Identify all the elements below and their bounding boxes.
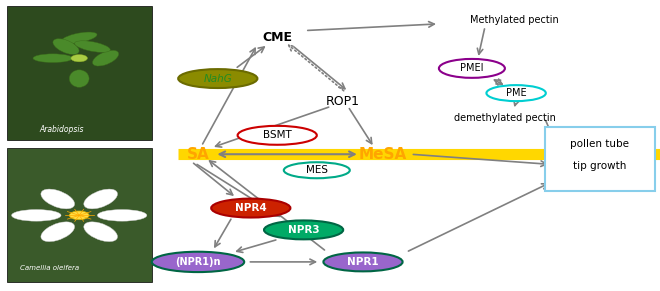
Ellipse shape [439,59,505,78]
Text: pollen tube: pollen tube [570,139,630,149]
Text: Arabidopsis: Arabidopsis [40,125,84,134]
Text: Methylated pectin: Methylated pectin [471,15,559,25]
Ellipse shape [211,199,290,218]
Ellipse shape [69,211,89,220]
Ellipse shape [84,222,117,242]
Text: (NPR1)n: (NPR1)n [176,257,220,267]
Ellipse shape [71,55,87,62]
Ellipse shape [41,222,75,242]
Ellipse shape [178,69,257,88]
Text: Camellia oleifera: Camellia oleifera [20,265,79,271]
Ellipse shape [92,50,119,66]
Text: demethylated pectin: demethylated pectin [454,113,556,123]
Ellipse shape [98,210,147,221]
Text: MES: MES [306,165,328,175]
Ellipse shape [152,252,244,272]
Ellipse shape [84,189,117,209]
Ellipse shape [41,189,75,209]
Ellipse shape [75,41,110,52]
Ellipse shape [486,85,546,101]
Ellipse shape [284,162,350,178]
Ellipse shape [264,221,343,239]
FancyBboxPatch shape [7,148,152,282]
Text: tip growth: tip growth [574,162,626,171]
Text: SA: SA [187,147,209,162]
Text: MeSA: MeSA [358,147,407,162]
Text: NPR4: NPR4 [235,203,267,213]
Ellipse shape [61,32,97,44]
Ellipse shape [238,126,317,145]
Ellipse shape [69,70,89,87]
Ellipse shape [33,54,73,63]
FancyBboxPatch shape [544,127,655,191]
Text: PME: PME [506,88,527,98]
Text: CME: CME [262,31,292,44]
Ellipse shape [323,252,403,271]
Text: BSMT: BSMT [263,130,292,140]
Ellipse shape [53,39,79,54]
Text: ROP1: ROP1 [326,95,360,108]
Text: NPR3: NPR3 [288,225,319,235]
Ellipse shape [11,210,61,221]
Text: NahG: NahG [203,74,232,84]
FancyBboxPatch shape [7,6,152,140]
Text: PMEI: PMEI [460,63,484,73]
Text: NPR1: NPR1 [347,257,379,267]
